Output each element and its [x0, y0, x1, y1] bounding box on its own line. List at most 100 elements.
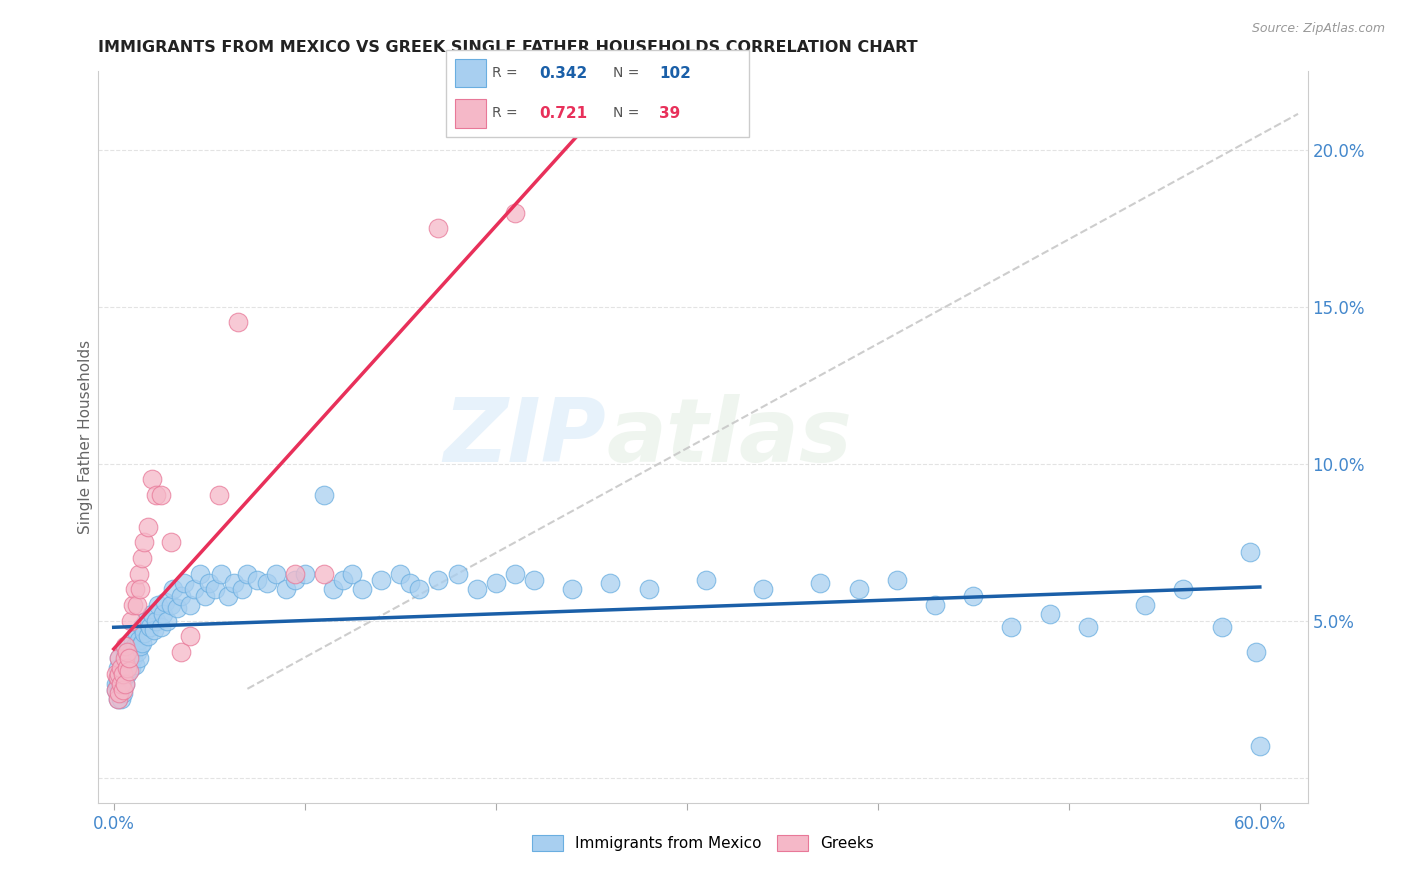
Point: [141, 607, 163, 622]
Point: [222, 576, 245, 591]
Point: [194, 589, 217, 603]
Point: [120, 661, 142, 675]
Point: [124, 657, 146, 672]
Point: [110, 676, 132, 690]
Point: [166, 601, 188, 615]
Point: [152, 607, 174, 622]
Point: [135, 614, 157, 628]
Point: [112, 667, 135, 681]
Point: [204, 582, 226, 597]
Point: [139, 620, 162, 634]
Point: [284, 566, 307, 581]
Point: [256, 576, 278, 591]
Point: [209, 566, 232, 581]
Point: [141, 473, 163, 487]
Point: [274, 582, 297, 597]
Text: 39: 39: [659, 106, 681, 120]
Point: [322, 582, 344, 597]
Text: 0.342: 0.342: [538, 66, 588, 80]
Point: [107, 692, 129, 706]
Point: [131, 550, 153, 565]
Point: [156, 614, 179, 628]
Point: [637, 582, 659, 597]
Point: [810, 576, 832, 591]
Point: [128, 566, 150, 581]
Point: [128, 651, 150, 665]
Point: [107, 661, 129, 675]
Point: [114, 661, 136, 675]
Point: [169, 645, 191, 659]
Point: [179, 598, 201, 612]
Point: [408, 582, 430, 597]
Point: [446, 566, 468, 581]
Point: [115, 651, 138, 665]
Text: 102: 102: [659, 66, 692, 80]
Point: [108, 651, 131, 665]
Text: IMMIGRANTS FROM MEXICO VS GREEK SINGLE FATHER HOUSEHOLDS CORRELATION CHART: IMMIGRANTS FROM MEXICO VS GREEK SINGLE F…: [98, 40, 918, 55]
Point: [124, 582, 146, 597]
Text: R =: R =: [492, 106, 517, 120]
Text: N =: N =: [613, 106, 640, 120]
Point: [121, 632, 143, 647]
Point: [114, 639, 136, 653]
Point: [125, 645, 148, 659]
Point: [120, 645, 142, 659]
Point: [118, 639, 141, 653]
Point: [398, 576, 420, 591]
Text: atlas: atlas: [606, 393, 852, 481]
Point: [427, 221, 450, 235]
Point: [150, 488, 173, 502]
Point: [104, 682, 127, 697]
Point: [752, 582, 775, 597]
Point: [124, 639, 146, 653]
Point: [112, 657, 135, 672]
Point: [1135, 598, 1157, 612]
Point: [162, 582, 184, 597]
Point: [110, 692, 132, 706]
Text: ZIP: ZIP: [443, 393, 606, 481]
Point: [264, 566, 287, 581]
Point: [848, 582, 870, 597]
Point: [112, 673, 135, 688]
Point: [465, 582, 488, 597]
Point: [131, 620, 153, 634]
Point: [160, 598, 183, 612]
Point: [129, 639, 152, 653]
Text: R =: R =: [492, 66, 517, 80]
Point: [226, 316, 249, 330]
Point: [114, 645, 136, 659]
Point: [294, 566, 316, 581]
Point: [136, 629, 159, 643]
Point: [217, 589, 239, 603]
Text: Source: ZipAtlas.com: Source: ZipAtlas.com: [1251, 22, 1385, 36]
Point: [115, 645, 138, 659]
Point: [107, 692, 129, 706]
Point: [107, 670, 129, 684]
Bar: [456, 59, 486, 87]
Point: [1249, 739, 1271, 754]
Point: [246, 573, 269, 587]
Point: [485, 576, 508, 591]
Point: [155, 595, 177, 609]
Point: [125, 598, 148, 612]
Point: [236, 566, 259, 581]
Text: N =: N =: [613, 66, 640, 80]
FancyBboxPatch shape: [446, 50, 749, 137]
Point: [1211, 620, 1233, 634]
Point: [145, 488, 167, 502]
Point: [231, 582, 253, 597]
Point: [115, 667, 138, 681]
Point: [962, 589, 984, 603]
Point: [112, 686, 135, 700]
Point: [110, 661, 132, 675]
Point: [146, 598, 169, 612]
Point: [108, 651, 131, 665]
Point: [128, 632, 150, 647]
Point: [183, 582, 205, 597]
Point: [1039, 607, 1062, 622]
Point: [342, 566, 364, 581]
Point: [108, 682, 131, 697]
Point: [886, 573, 908, 587]
Point: [208, 488, 231, 502]
Y-axis label: Single Father Households: Single Father Households: [77, 340, 93, 534]
